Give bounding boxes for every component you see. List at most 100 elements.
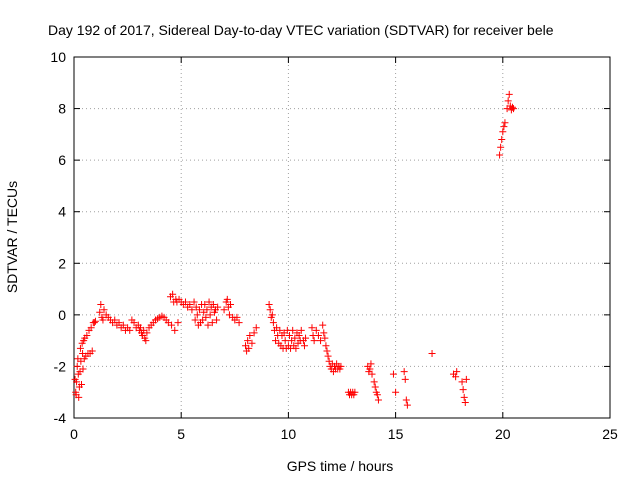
- data-point: [389, 370, 397, 378]
- y-tick-label: 2: [58, 255, 66, 271]
- data-point: [268, 311, 276, 319]
- y-tick-label: 10: [50, 49, 66, 65]
- data-point: [73, 362, 81, 370]
- data-point: [291, 334, 299, 342]
- data-point: [453, 368, 461, 376]
- data-point: [337, 362, 345, 370]
- y-axis-title: SDTVAR / TECUs: [4, 181, 20, 293]
- data-point: [320, 329, 328, 337]
- data-point: [351, 388, 359, 396]
- data-point: [402, 396, 410, 404]
- data-point: [75, 393, 83, 401]
- data-point: [201, 301, 209, 309]
- y-tick-label: -4: [54, 410, 67, 426]
- data-points: [71, 90, 518, 409]
- data-point: [459, 386, 467, 394]
- data-point: [142, 337, 150, 345]
- y-tick-label: 6: [58, 152, 66, 168]
- y-tick-label: 0: [58, 307, 66, 323]
- data-point: [281, 337, 289, 345]
- data-point: [203, 306, 211, 314]
- data-point: [223, 295, 231, 303]
- data-point: [317, 337, 325, 345]
- data-point: [505, 90, 513, 98]
- data-point: [209, 301, 217, 309]
- data-point: [295, 331, 303, 339]
- axis-ticks: 0 5 10 15 20 25 -4 -2 0 2 4 6 8 10: [50, 49, 618, 442]
- data-point: [371, 383, 379, 391]
- x-tick-label: 25: [602, 426, 618, 442]
- data-point: [266, 306, 274, 314]
- data-point: [368, 370, 376, 378]
- data-point: [269, 319, 277, 327]
- x-tick-label: 10: [281, 426, 297, 442]
- data-point: [292, 344, 300, 352]
- data-point: [188, 306, 196, 314]
- data-point: [428, 350, 436, 358]
- data-point: [373, 391, 381, 399]
- data-point: [186, 301, 194, 309]
- data-point: [460, 393, 468, 401]
- data-point: [208, 319, 216, 327]
- data-point: [244, 337, 252, 345]
- data-point: [498, 136, 506, 144]
- data-point: [374, 396, 382, 404]
- data-point: [499, 128, 507, 136]
- data-point: [297, 326, 305, 334]
- data-point: [205, 298, 213, 306]
- data-point: [461, 399, 469, 407]
- data-point: [252, 324, 260, 332]
- data-point: [206, 311, 214, 319]
- data-point: [302, 334, 310, 342]
- data-point: [400, 368, 408, 376]
- data-point: [314, 331, 322, 339]
- data-point: [392, 388, 400, 396]
- data-point: [174, 319, 182, 327]
- data-point: [204, 321, 212, 329]
- x-tick-label: 20: [495, 426, 511, 442]
- data-point: [246, 331, 254, 339]
- data-point: [504, 97, 512, 105]
- data-point: [248, 339, 256, 347]
- data-point: [367, 360, 375, 368]
- data-point: [265, 301, 273, 309]
- data-point: [181, 298, 189, 306]
- data-point: [96, 308, 104, 316]
- data-point: [452, 373, 460, 381]
- data-point: [323, 347, 331, 355]
- data-point: [169, 290, 177, 298]
- data-point: [126, 326, 134, 334]
- data-point: [168, 321, 176, 329]
- x-tick-label: 5: [177, 426, 185, 442]
- data-point: [195, 306, 203, 314]
- data-point: [130, 319, 138, 327]
- data-point: [322, 342, 330, 350]
- data-point: [100, 306, 108, 314]
- data-point: [276, 326, 284, 334]
- data-point: [87, 324, 95, 332]
- data-point: [90, 319, 98, 327]
- data-point: [310, 337, 318, 345]
- y-tick-label: 8: [58, 101, 66, 117]
- data-point: [79, 365, 87, 373]
- x-tick-label: 15: [388, 426, 404, 442]
- plot-frame: [73, 56, 611, 419]
- data-point: [73, 378, 81, 386]
- data-point: [111, 316, 119, 324]
- data-point: [76, 344, 84, 352]
- x-axis-title: GPS time / hours: [287, 458, 394, 474]
- chart-title: Day 192 of 2017, Sidereal Day-to-day VTE…: [48, 22, 554, 38]
- data-point: [115, 319, 123, 327]
- x-tick-label: 0: [70, 426, 78, 442]
- data-point: [319, 321, 327, 329]
- data-point: [214, 303, 222, 311]
- data-point: [501, 119, 509, 127]
- data-point: [233, 313, 241, 321]
- data-point: [510, 105, 518, 113]
- data-point: [462, 375, 470, 383]
- data-point: [190, 298, 198, 306]
- data-point: [324, 352, 332, 360]
- data-point: [88, 347, 96, 355]
- grid: [74, 57, 610, 418]
